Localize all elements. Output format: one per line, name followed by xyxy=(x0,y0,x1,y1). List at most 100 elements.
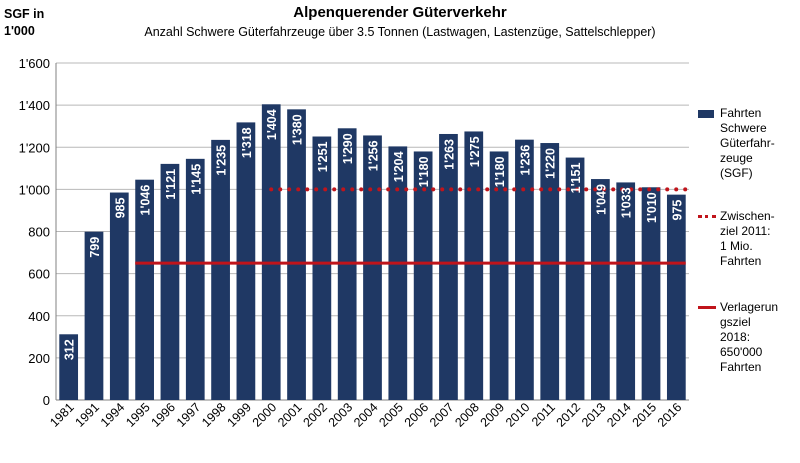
bar xyxy=(413,151,433,400)
legend-label-solid: Verlagerun gsziel 2018: 650'000 Fahrten xyxy=(720,300,798,375)
data-label: 1'121 xyxy=(164,169,178,200)
data-label: 985 xyxy=(113,197,127,218)
y-axis-label-line2: 1'000 xyxy=(4,24,35,38)
x-tick-label: 2016 xyxy=(655,400,685,430)
x-tick-label: 2006 xyxy=(402,400,432,430)
data-label: 1'318 xyxy=(240,127,254,158)
y-axis-label: SGF in 1'000 xyxy=(4,6,54,40)
legend-bars-line: Güterfahr- xyxy=(720,136,775,150)
x-tick-label: 1998 xyxy=(199,400,229,430)
bar xyxy=(312,136,332,400)
x-tick-label: 2009 xyxy=(478,400,508,430)
bar xyxy=(261,104,281,400)
y-tick-label: 800 xyxy=(28,225,50,240)
legend-solid-line: 650'000 xyxy=(720,345,763,359)
data-label: 312 xyxy=(63,339,77,360)
legend-bars-line: (SGF) xyxy=(720,166,753,180)
data-label: 1'251 xyxy=(316,141,330,172)
data-label: 1'380 xyxy=(291,114,305,145)
legend-dotted-line: ziel 2011: xyxy=(720,224,771,238)
data-label: 1'046 xyxy=(139,185,153,216)
data-label: 1'236 xyxy=(518,145,532,176)
x-tick-label: 1995 xyxy=(123,400,153,430)
data-label: 1'010 xyxy=(645,192,659,223)
x-tick-label: 1999 xyxy=(224,400,254,430)
x-tick-label: 1996 xyxy=(148,400,178,430)
data-label: 1'204 xyxy=(392,151,406,182)
chart-subtitle: Anzahl Schwere Güterfahrzeuge über 3.5 T… xyxy=(144,25,656,39)
bar xyxy=(591,179,610,400)
data-label: 1'180 xyxy=(417,156,431,187)
x-tick-label: 2014 xyxy=(604,400,634,430)
bar xyxy=(109,192,129,400)
data-label: 1'151 xyxy=(569,163,583,194)
legend: Fahrten Schwere Güterfahr- zeuge (SGF) Z… xyxy=(698,106,798,426)
legend-item-solid: Verlagerun gsziel 2018: 650'000 Fahrten xyxy=(698,300,798,380)
data-label: 1'145 xyxy=(189,164,203,195)
legend-bars-line: Fahrten xyxy=(720,106,762,120)
x-tick-label: 1997 xyxy=(174,400,204,430)
x-tick-label: 2002 xyxy=(300,400,330,430)
bar xyxy=(489,151,509,400)
y-tick-label: 0 xyxy=(43,393,50,408)
data-label: 975 xyxy=(670,200,684,221)
chart-title: Alpenquerender Güterverkehr xyxy=(293,4,507,21)
bar xyxy=(565,157,585,400)
bar xyxy=(439,133,458,400)
x-tick-label: 2004 xyxy=(351,400,381,430)
x-tick-label: 1981 xyxy=(47,400,77,430)
bar xyxy=(666,194,686,400)
data-label: 1'256 xyxy=(367,140,381,171)
bar xyxy=(540,143,560,400)
x-tick-label: 2015 xyxy=(630,400,660,430)
y-tick-label: 1'000 xyxy=(19,182,50,197)
legend-item-dotted: Zwischen- ziel 2011: 1 Mio. Fahrten xyxy=(698,209,798,273)
bar xyxy=(515,139,534,401)
bar xyxy=(135,179,154,400)
legend-label-dotted: Zwischen- ziel 2011: 1 Mio. Fahrten xyxy=(720,209,798,269)
x-tick-label: 2011 xyxy=(529,400,558,429)
x-tick-label: 2013 xyxy=(579,400,609,430)
data-label: 1'404 xyxy=(265,109,279,140)
legend-dotted-line: Zwischen- xyxy=(720,209,775,223)
legend-item-bars: Fahrten Schwere Güterfahr- zeuge (SGF) xyxy=(698,106,798,186)
y-tick-label: 1'200 xyxy=(19,140,50,155)
bar xyxy=(616,182,636,400)
bar xyxy=(84,231,104,400)
bar xyxy=(641,187,661,400)
legend-label-bars: Fahrten Schwere Güterfahr- zeuge (SGF) xyxy=(720,106,798,181)
x-tick-label: 2001 xyxy=(275,400,305,430)
data-label: 1'033 xyxy=(620,187,634,218)
x-tick-label: 2010 xyxy=(503,400,533,430)
data-label: 1'220 xyxy=(544,148,558,179)
y-tick-label: 1'400 xyxy=(19,98,50,113)
bar xyxy=(160,163,180,400)
legend-swatch-dotted xyxy=(698,215,716,218)
y-tick-label: 600 xyxy=(28,267,50,282)
x-tick-label: 2012 xyxy=(554,400,584,430)
bar xyxy=(185,158,205,400)
legend-bars-line: Schwere xyxy=(720,121,767,135)
legend-solid-line: Verlagerun xyxy=(720,300,779,314)
legend-dotted-line: 1 Mio. xyxy=(720,239,753,253)
bar xyxy=(388,146,408,400)
bar xyxy=(211,139,230,401)
x-tick-label: 2007 xyxy=(427,400,457,430)
legend-swatch-bars xyxy=(698,110,714,118)
legend-solid-line: gsziel xyxy=(720,315,751,329)
y-tick-label: 200 xyxy=(28,351,50,366)
x-tick-label: 2005 xyxy=(376,400,406,430)
legend-bars-line: zeuge xyxy=(720,151,753,165)
bar xyxy=(236,122,256,401)
x-tick-label: 2000 xyxy=(250,400,280,430)
data-label: 1'290 xyxy=(341,133,355,164)
data-label: 1'049 xyxy=(594,184,608,215)
x-tick-label: 1994 xyxy=(98,400,128,430)
data-label: 1'235 xyxy=(215,145,229,176)
legend-solid-line: 2018: xyxy=(720,330,751,344)
data-label: 1'275 xyxy=(468,136,482,167)
y-axis-label-line1: SGF in xyxy=(4,7,45,21)
data-label: 1'180 xyxy=(493,156,507,187)
legend-solid-line: Fahrten xyxy=(720,360,762,374)
